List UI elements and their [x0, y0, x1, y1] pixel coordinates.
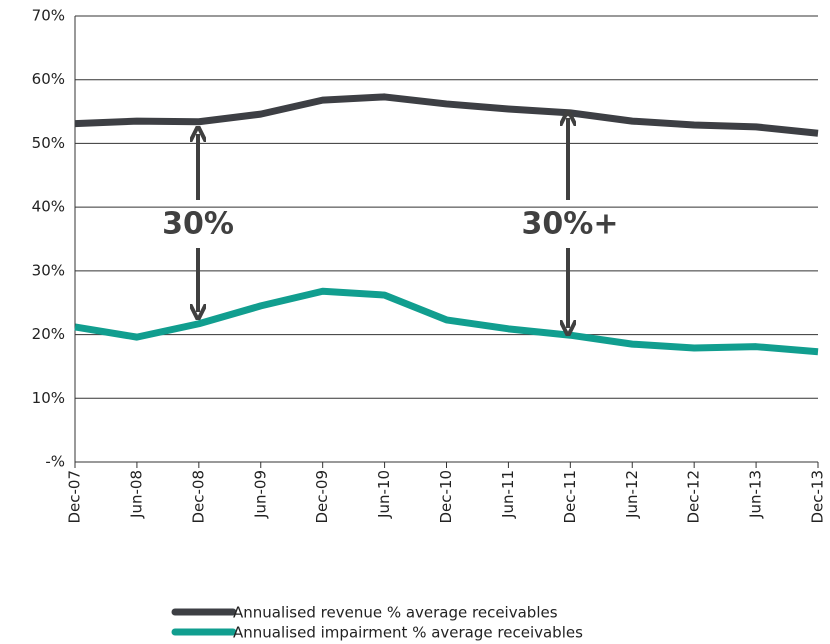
- annotation: 30%: [162, 207, 234, 242]
- x-tick-label: Jun-10: [375, 470, 393, 519]
- x-tick-label: Jun-08: [127, 470, 145, 519]
- arrows: [198, 118, 568, 328]
- x-tick-label: Jun-13: [747, 470, 765, 519]
- legend-label: Annualised revenue % average receivables: [233, 604, 558, 622]
- x-tick-label: Jun-11: [499, 470, 517, 519]
- legend-label: Annualised impairment % average receivab…: [233, 624, 583, 642]
- y-tick-label: 20%: [32, 325, 65, 343]
- x-tick-label: Dec-07: [66, 470, 84, 524]
- line-series: [74, 93, 819, 137]
- x-tick-label: Dec-08: [189, 470, 207, 524]
- x-tick-label: Dec-09: [313, 470, 331, 524]
- line-series: [74, 287, 819, 356]
- x-tick-label: Dec-11: [561, 470, 579, 524]
- y-tick-label: -%: [45, 453, 65, 471]
- y-tick-label: 30%: [32, 261, 65, 279]
- annotation: 30%+: [522, 207, 619, 242]
- y-tick-label: 10%: [32, 389, 65, 407]
- y-tick-label: 60%: [32, 70, 65, 88]
- y-tick-label: 40%: [32, 198, 65, 216]
- y-tick-label: 50%: [32, 134, 65, 152]
- x-tick-label: Dec-13: [809, 470, 827, 524]
- x-tick-label: Dec-12: [685, 470, 703, 524]
- x-tick-label: Jun-12: [623, 470, 641, 519]
- plot: -% 10% 20% 30% 40% 50% 60% 70% Dec-07 Jun-08 Dec-0…: [32, 7, 827, 642]
- x-tick-label: Dec-10: [437, 470, 455, 524]
- x-tick-label: Jun-09: [251, 470, 269, 519]
- y-tick-label: 70%: [32, 7, 65, 25]
